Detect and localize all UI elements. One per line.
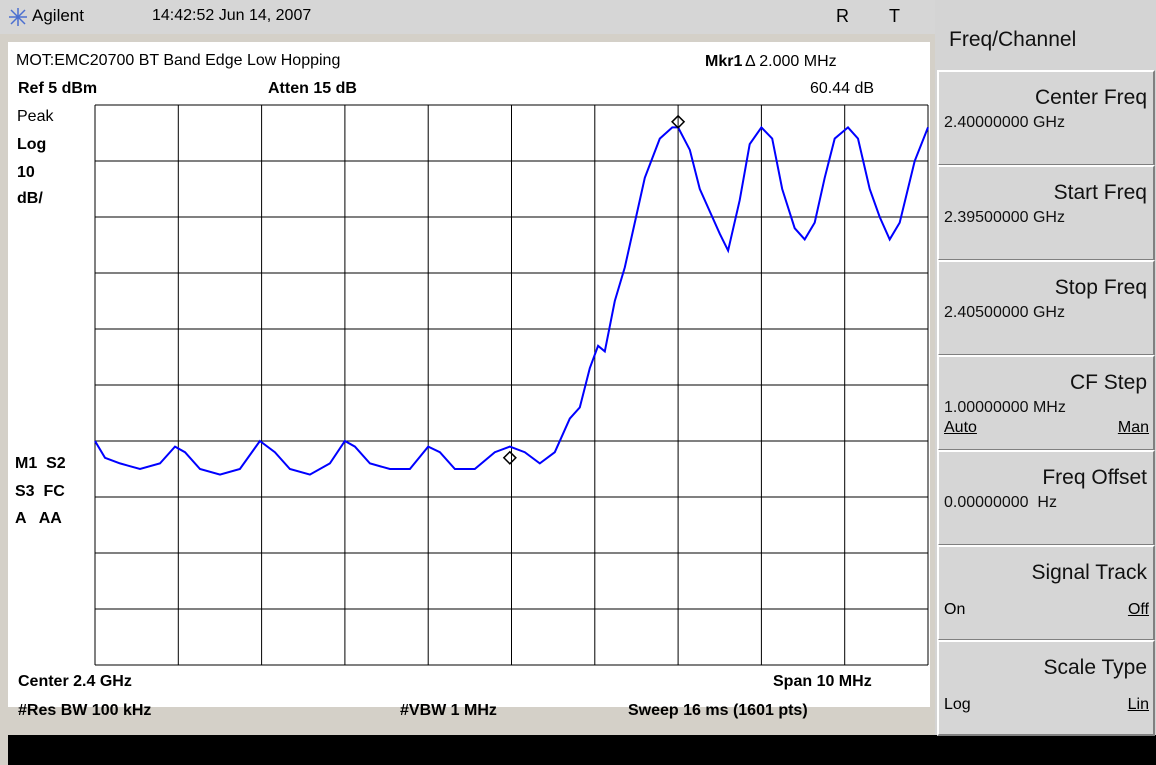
marker: [671, 114, 686, 129]
marker-delta-x: Δ 2.000 MHz: [745, 53, 837, 70]
marker-label: Mkr1: [705, 53, 743, 70]
status-line: A AA: [15, 510, 62, 527]
softkey[interactable]: Center Freq 2.40000000 GHz: [937, 70, 1155, 166]
softkey-value: 2.39500000 GHz: [944, 209, 1065, 226]
screen-title: MOT:EMC20700 BT Band Edge Low Hopping: [16, 52, 341, 69]
softkey-label: Stop Freq: [1054, 276, 1147, 299]
res-bw: #Res BW 100 kHz: [18, 702, 152, 719]
flag-r: R: [836, 6, 849, 26]
center-freq: Center 2.4 GHz: [18, 673, 132, 690]
detector: Peak: [17, 108, 54, 125]
softkey-label: Start Freq: [1053, 181, 1147, 204]
softkey-label: Scale Type: [1043, 656, 1147, 679]
softkey-panel: Freq/Channel Center Freq 2.40000000 GHz St…: [935, 0, 1156, 736]
softkey-label: Freq Offset: [1042, 466, 1147, 489]
softkey-value: 2.40000000 GHz: [944, 114, 1065, 131]
graticule: [94, 104, 929, 666]
display: [8, 42, 930, 707]
ref-level: Ref 5 dBm: [18, 80, 98, 97]
span: Span 10 MHz: [773, 673, 872, 690]
softkey-option: Auto: [944, 419, 977, 436]
status-line: S3 FC: [15, 483, 65, 500]
softkey[interactable]: Freq Offset 0.00000000 Hz: [937, 450, 1155, 546]
sweep: Sweep 16 ms (1601 pts): [628, 702, 808, 719]
softkey[interactable]: Scale Type Log Lin: [937, 640, 1155, 736]
scale-unit: dB/: [17, 190, 43, 207]
softkey[interactable]: Start Freq 2.39500000 GHz: [937, 165, 1155, 261]
softkey-option: Man: [1117, 419, 1149, 436]
marker: [502, 450, 517, 465]
softkey-option: Off: [1127, 601, 1149, 618]
brand: Agilent: [32, 6, 84, 25]
softkey-label: Signal Track: [1031, 561, 1147, 584]
status-line: M1 S2: [15, 455, 66, 472]
scale-mode: Log: [17, 136, 47, 153]
vbw: #VBW 1 MHz: [400, 702, 497, 719]
trace: [94, 125, 929, 476]
softkey-value: 1.00000000 MHz: [944, 399, 1066, 416]
flag-t: T: [889, 6, 900, 26]
softkey-option: Log: [944, 696, 971, 713]
attenuation: Atten 15 dB: [268, 80, 357, 97]
scale-value: 10: [17, 164, 35, 181]
menu-title: Freq/Channel: [949, 28, 1077, 51]
softkey-option: Lin: [1127, 696, 1149, 713]
softkey[interactable]: CF Step 1.00000000 MHz Auto Man: [937, 355, 1155, 451]
softkey[interactable]: Signal Track On Off: [937, 545, 1155, 641]
top-bar: Agilent 14:42:52 Jun 14, 2007 R T: [0, 0, 935, 34]
softkey-label: Center Freq: [1034, 86, 1147, 109]
status-bar: [8, 735, 1156, 765]
marker-delta-y: 60.44 dB: [810, 80, 875, 97]
softkey[interactable]: Stop Freq 2.40500000 GHz: [937, 260, 1155, 356]
logo-icon: [9, 8, 27, 26]
softkey-label: CF Step: [1069, 371, 1147, 394]
softkey-value: 0.00000000 Hz: [944, 494, 1057, 511]
softkey-value: 2.40500000 GHz: [944, 304, 1065, 321]
timestamp: 14:42:52 Jun 14, 2007: [152, 7, 312, 24]
softkey-option: On: [944, 601, 966, 618]
